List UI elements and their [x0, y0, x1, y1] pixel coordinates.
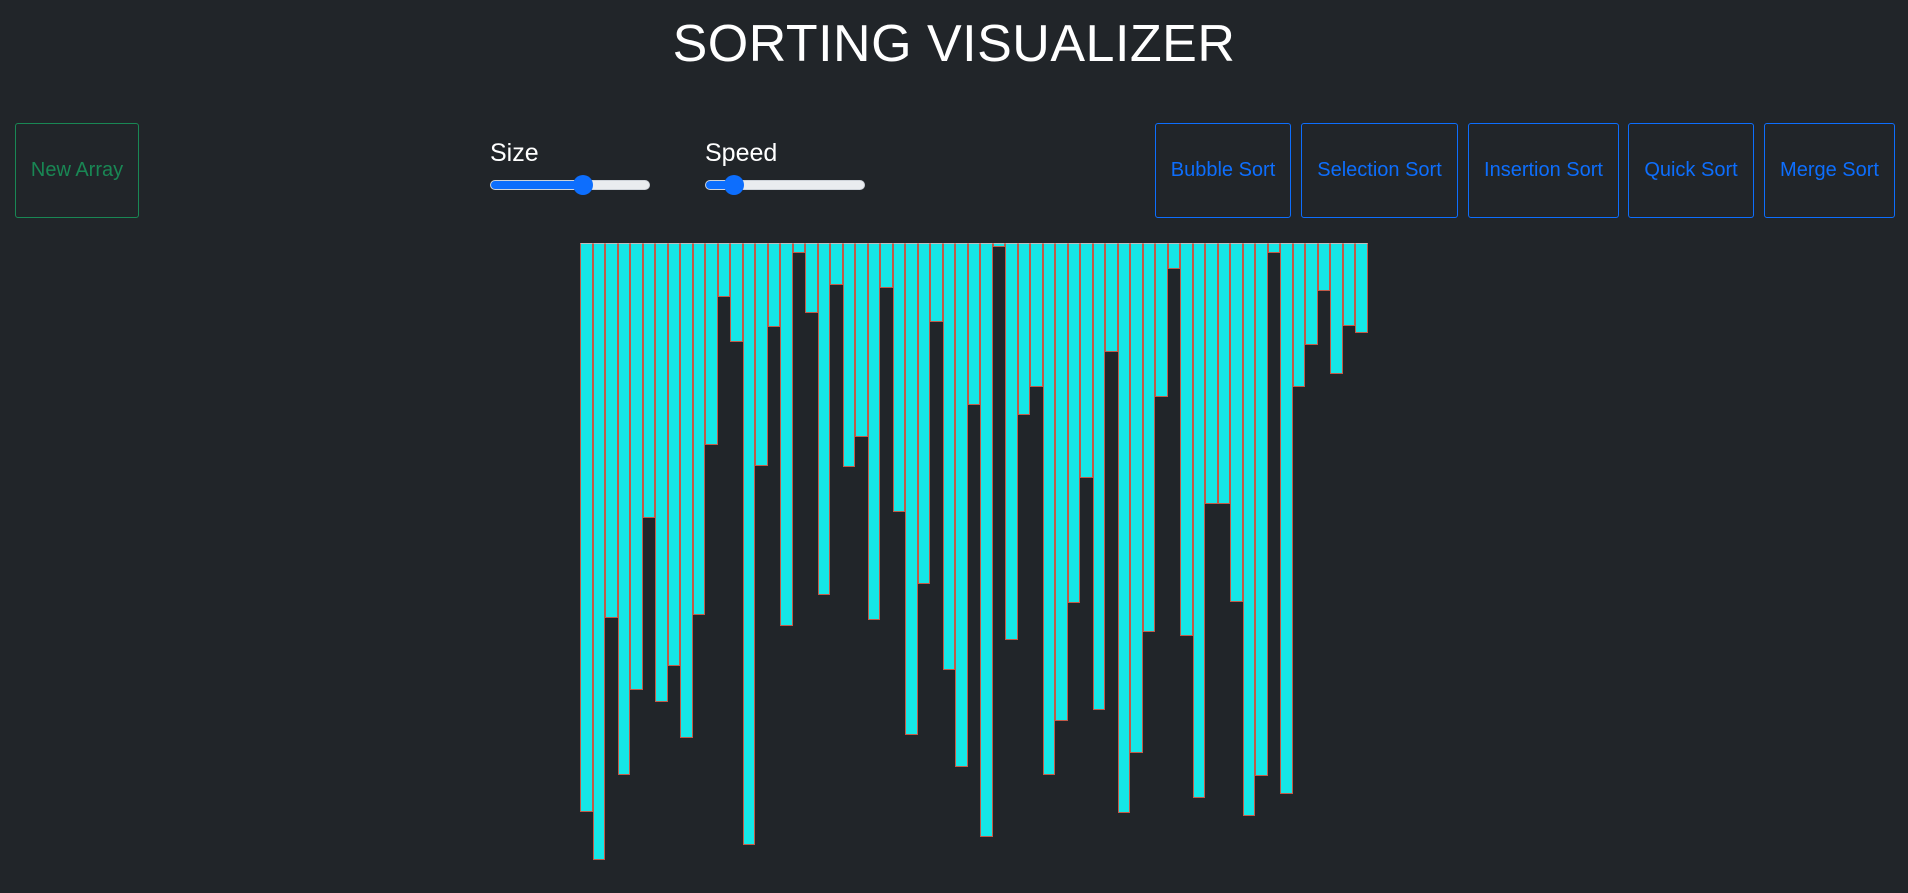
array-bar-37	[1030, 243, 1043, 387]
array-bar-46	[1142, 243, 1155, 632]
array-bar-14	[742, 243, 755, 845]
array-bar-13	[730, 243, 743, 342]
array-bar-2	[592, 243, 605, 860]
size-slider[interactable]	[490, 175, 650, 195]
array-bar-20	[817, 243, 830, 595]
array-bar-57	[1280, 243, 1293, 794]
array-bar-1	[580, 243, 593, 812]
array-bar-55	[1255, 243, 1268, 776]
array-bar-11	[705, 243, 718, 445]
array-bar-35	[1005, 243, 1018, 640]
array-bar-10	[692, 243, 705, 615]
speed-label: Speed	[705, 139, 778, 167]
array-bar-9	[680, 243, 693, 738]
array-bar-17	[780, 243, 793, 626]
speed-slider[interactable]	[705, 175, 865, 195]
array-bar-47	[1155, 243, 1168, 397]
array-bar-48	[1167, 243, 1180, 269]
size-slider-group: Size	[490, 138, 652, 195]
new-array-button[interactable]: New Array	[15, 123, 139, 218]
array-bars	[580, 243, 1368, 863]
array-bar-54	[1242, 243, 1255, 816]
array-bar-39	[1055, 243, 1068, 721]
array-bar-23	[855, 243, 868, 437]
array-bar-44	[1117, 243, 1130, 813]
array-bar-52	[1217, 243, 1230, 504]
array-bar-58	[1292, 243, 1305, 387]
array-bar-33	[980, 243, 993, 837]
array-bar-30	[942, 243, 955, 670]
selection-sort-button[interactable]: Selection Sort	[1301, 123, 1458, 218]
size-label: Size	[490, 139, 539, 167]
array-bar-56	[1267, 243, 1280, 253]
array-bar-36	[1017, 243, 1030, 415]
array-bar-15	[755, 243, 768, 466]
array-bar-18	[792, 243, 805, 253]
array-bar-25	[880, 243, 893, 288]
array-bar-31	[955, 243, 968, 767]
array-bar-59	[1305, 243, 1318, 345]
array-bar-50	[1192, 243, 1205, 798]
array-bar-19	[805, 243, 818, 313]
array-bar-5	[630, 243, 643, 690]
page-title: SORTING VISUALIZER	[672, 15, 1236, 73]
array-bar-61	[1330, 243, 1343, 374]
array-bar-53	[1230, 243, 1243, 602]
array-bar-32	[967, 243, 980, 405]
array-bar-3	[605, 243, 618, 618]
speed-slider-group: Speed	[705, 138, 867, 195]
size-slider-fill	[491, 181, 583, 189]
size-slider-thumb[interactable]	[572, 175, 593, 195]
array-bar-6	[642, 243, 655, 518]
bubble-sort-button[interactable]: Bubble Sort	[1155, 123, 1291, 218]
merge-sort-button[interactable]: Merge Sort	[1764, 123, 1895, 218]
array-bar-60	[1317, 243, 1330, 291]
array-bar-41	[1080, 243, 1093, 478]
array-bar-38	[1042, 243, 1055, 775]
array-bar-42	[1092, 243, 1105, 710]
speed-slider-thumb[interactable]	[724, 175, 745, 195]
array-bar-24	[867, 243, 880, 620]
array-bar-45	[1130, 243, 1143, 753]
array-bar-28	[917, 243, 930, 584]
quick-sort-button[interactable]: Quick Sort	[1628, 123, 1754, 218]
array-bar-4	[617, 243, 630, 775]
speed-slider-fill	[706, 181, 735, 189]
array-bar-29	[930, 243, 943, 322]
array-bar-12	[717, 243, 730, 297]
array-bar-7	[655, 243, 668, 702]
array-bar-34	[992, 243, 1005, 247]
array-bar-43	[1105, 243, 1118, 352]
array-bar-27	[905, 243, 918, 735]
array-bar-26	[892, 243, 905, 512]
array-bar-63	[1355, 243, 1368, 333]
array-bar-22	[842, 243, 855, 467]
insertion-sort-button[interactable]: Insertion Sort	[1468, 123, 1619, 218]
array-bar-16	[767, 243, 780, 327]
array-bar-8	[667, 243, 680, 666]
array-bar-49	[1180, 243, 1193, 636]
array-bar-51	[1205, 243, 1218, 504]
array-bar-62	[1342, 243, 1355, 326]
array-bar-21	[830, 243, 843, 285]
array-bar-40	[1067, 243, 1080, 603]
